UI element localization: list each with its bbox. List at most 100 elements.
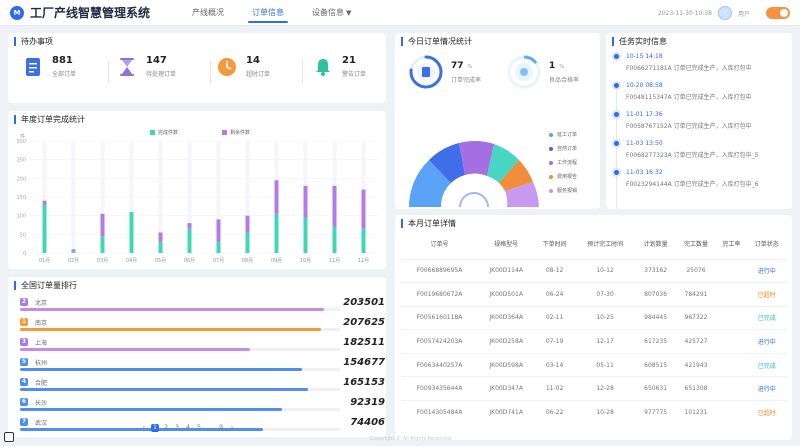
bar-bg bbox=[187, 141, 192, 253]
stat-timeout-orders[interactable]: 14 超时订单 bbox=[216, 55, 270, 78]
bar-remaining[interactable] bbox=[187, 223, 192, 229]
task-time: 11-03 16:32 bbox=[626, 169, 663, 176]
table-cell: 10-25 bbox=[574, 305, 636, 330]
stat-pending-orders[interactable]: 147 待处理订单 bbox=[116, 55, 176, 78]
bar-remaining[interactable] bbox=[71, 249, 76, 252]
table-cell: 03-14 bbox=[534, 352, 575, 377]
avatar[interactable] bbox=[717, 6, 732, 20]
y-tick-label: 50 bbox=[20, 232, 26, 238]
rank-badge: 5 bbox=[20, 358, 28, 366]
bar-complete[interactable] bbox=[361, 228, 366, 253]
column-header[interactable]: 订单号 bbox=[430, 241, 449, 249]
table-row[interactable]: F0093435644A JK00D347A 11-02 12-28 650631 651… bbox=[401, 376, 787, 401]
pagination: ‹ 1 2 3 4 5... 9 › bbox=[140, 424, 236, 432]
column-header[interactable]: 规格型号 bbox=[494, 241, 519, 249]
bar-complete[interactable] bbox=[245, 232, 250, 253]
rank-row[interactable]: 1 南京 207625 bbox=[20, 317, 385, 331]
legend-label: 完成件数 bbox=[158, 130, 179, 136]
table-cell: JK00D114A bbox=[477, 258, 535, 283]
app-title: 工厂产线智慧管理系统 bbox=[30, 6, 151, 20]
theme-toggle[interactable] bbox=[766, 7, 790, 19]
nav-line-overview[interactable]: 产线概况 bbox=[178, 0, 238, 26]
stat-all-orders[interactable]: 881 全部订单 bbox=[22, 55, 76, 78]
table-row[interactable]: F0063440257A JK00D598A 03-14 05-11 608515 421… bbox=[401, 352, 787, 377]
bar-complete[interactable] bbox=[303, 217, 308, 253]
y-tick-label: 150 bbox=[16, 195, 26, 201]
table-row[interactable]: F0066889695A JK00D114A 08-12 10-12 373162 250… bbox=[401, 258, 787, 283]
bar-remaining[interactable] bbox=[274, 180, 279, 214]
nav-device-info[interactable]: 设备信息 ▼ bbox=[298, 0, 365, 26]
bar-remaining[interactable] bbox=[303, 185, 308, 218]
bar-complete[interactable] bbox=[158, 241, 163, 253]
bar-remaining[interactable] bbox=[332, 185, 337, 227]
task-item[interactable]: 10-15 14:18 F0066271181A 订单已完成生产，入库打包中 bbox=[614, 53, 792, 72]
bar-remaining[interactable] bbox=[216, 219, 221, 242]
task-item[interactable]: 11-03 13:50 F0068277323A 订单已完成生产，入库打包中_5 bbox=[614, 140, 792, 159]
rank-row[interactable]: 4 合肥 165153 bbox=[20, 377, 385, 391]
rank-row[interactable]: 7 武汉 74406 bbox=[20, 417, 385, 431]
pie-legend-item[interactable]: 自然订单 bbox=[549, 145, 577, 152]
page-button[interactable]: 1 bbox=[151, 424, 159, 432]
column-header[interactable]: 下单时间 bbox=[542, 241, 567, 249]
task-item[interactable]: 10-20 08:58 F0048115347A 订单已完成生产，入库打包中 bbox=[614, 82, 792, 101]
page-button[interactable]: ‹ bbox=[142, 424, 146, 431]
defect-rate-gauge: 1% 良品合格率 bbox=[507, 55, 579, 89]
rank-city: 武汉 bbox=[35, 420, 48, 427]
bar-complete[interactable] bbox=[100, 236, 105, 253]
rank-city: 南京 bbox=[35, 320, 48, 327]
page-button[interactable]: ... bbox=[207, 424, 213, 431]
bar-complete[interactable] bbox=[332, 226, 337, 253]
table-row[interactable]: F0056160118A JK00D364A 02-11 10-25 984445 967… bbox=[401, 305, 787, 330]
table-row[interactable]: F0014305484A JK00D741A 06-22 10-28 977775 101… bbox=[401, 400, 787, 425]
rank-row[interactable]: 5 杭州 154677 bbox=[20, 357, 385, 371]
bar-complete[interactable] bbox=[129, 211, 134, 253]
bar-remaining[interactable] bbox=[158, 232, 163, 242]
bar-complete[interactable] bbox=[42, 204, 47, 253]
stat-warning-orders[interactable]: 21 警告订单 bbox=[312, 55, 366, 78]
bar-complete[interactable] bbox=[71, 251, 76, 253]
pie-legend-item[interactable]: 费用报告 bbox=[549, 173, 577, 180]
bar-remaining[interactable] bbox=[42, 200, 47, 205]
bar-complete[interactable] bbox=[216, 241, 221, 253]
task-item[interactable]: 11-01 17:36 F0058767152A 订单已完成生产，入库打包中 bbox=[614, 111, 792, 130]
column-header[interactable]: 订单状态 bbox=[754, 241, 779, 249]
column-header[interactable]: 完工率 bbox=[722, 241, 741, 249]
rank-value: 154677 bbox=[343, 357, 385, 368]
table-cell: 25076 bbox=[675, 258, 717, 283]
page-button[interactable]: 9 bbox=[219, 424, 223, 431]
bar-complete[interactable] bbox=[274, 213, 279, 253]
page-button[interactable]: 3 bbox=[175, 424, 179, 431]
rank-bar-track bbox=[20, 368, 340, 371]
panel-title: 全国订单量排行 bbox=[14, 281, 77, 290]
bar-remaining[interactable] bbox=[245, 215, 250, 233]
rank-bar-fill bbox=[20, 368, 302, 371]
bar-complete[interactable] bbox=[187, 228, 192, 253]
expand-icon[interactable] bbox=[4, 432, 14, 442]
page-button[interactable]: 2 bbox=[164, 424, 168, 431]
x-tick-label: 02月 bbox=[68, 258, 79, 264]
column-header[interactable]: 预计完工时间 bbox=[587, 241, 624, 249]
rank-row[interactable]: 2 北京 203501 bbox=[20, 297, 385, 311]
table-row[interactable]: F0057424203A JK00D258A 07-19 12-17 617235 425… bbox=[401, 329, 787, 354]
rank-row[interactable]: 3 上海 182511 bbox=[20, 337, 385, 351]
page-button[interactable]: › bbox=[230, 424, 234, 431]
x-tick-label: 08月 bbox=[242, 258, 253, 264]
username[interactable]: 用户 bbox=[737, 10, 750, 18]
task-item[interactable]: 11-03 16:32 F0023294144A 订单已完成生产，入库打包中_6 bbox=[614, 169, 792, 188]
timeline-dot bbox=[614, 54, 619, 59]
bar-remaining[interactable] bbox=[361, 189, 366, 229]
bar-remaining[interactable] bbox=[100, 213, 105, 237]
table-row[interactable]: F0019680672A JK00D501A 06-24 07-30 807036 784… bbox=[401, 282, 787, 307]
table-cell: 06-22 bbox=[534, 400, 575, 425]
rank-bar-track bbox=[20, 408, 340, 411]
rank-row[interactable]: 6 长沙 92319 bbox=[20, 397, 385, 411]
page-button[interactable]: 5 bbox=[197, 424, 201, 431]
column-header[interactable]: 计划数量 bbox=[643, 241, 668, 249]
column-header[interactable]: 完工数量 bbox=[683, 241, 708, 249]
pie-legend-item[interactable]: 服务报销 bbox=[549, 187, 577, 194]
status-badge: 已完成 bbox=[746, 352, 787, 377]
page-button[interactable]: 4 bbox=[186, 424, 190, 431]
pie-legend-item[interactable]: 工作流程 bbox=[549, 159, 577, 166]
pie-legend-item[interactable]: 延工订单 bbox=[549, 131, 577, 138]
nav-order-info[interactable]: 订单信息 bbox=[238, 0, 298, 26]
